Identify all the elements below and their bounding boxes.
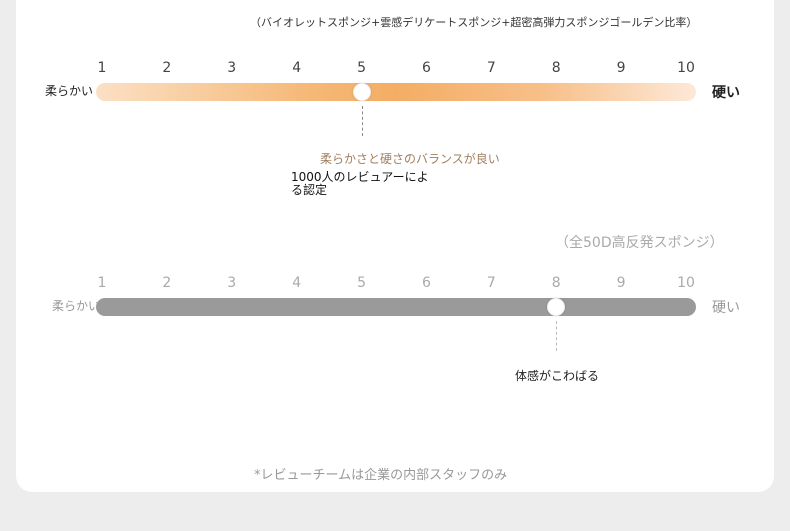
balance-caption: 柔らかさと硬さのバランスが良い (320, 152, 500, 166)
scale2-tick-5: 5 (357, 275, 367, 291)
scale1-tick-9: 9 (616, 60, 626, 76)
footnote: *レビューチームは企業の内部スタッフのみ (254, 468, 508, 483)
scale1-bar (96, 83, 696, 101)
scale2-hard-label: 硬い (712, 300, 740, 316)
scale1-tick-3: 3 (227, 60, 237, 76)
scale2-tick-8: 8 (551, 275, 561, 291)
scale2-tick-3: 3 (227, 275, 237, 291)
scale1-soft-label: 柔らかい (45, 84, 94, 98)
scale1-pointer-line (361, 106, 363, 136)
firmness-comparison-card (16, 0, 774, 492)
scale1-tick-2: 2 (162, 60, 172, 76)
scale2-tick-9: 9 (616, 275, 626, 291)
scale1-tick-10: 10 (677, 60, 695, 76)
scale1-title: （バイオレットスポンジ+雲感デリケートスポンジ+超密高弾力スポンジゴールデン比率… (250, 16, 698, 29)
scale2-tick-10: 10 (677, 275, 695, 291)
scale2-tick-2: 2 (162, 275, 172, 291)
scale2-tick-6: 6 (421, 275, 431, 291)
scale2-soft-label: 柔らかい (52, 299, 101, 313)
scale1-tick-8: 8 (551, 60, 561, 76)
scale2-tick-1: 1 (97, 275, 107, 291)
scale1-tick-6: 6 (421, 60, 431, 76)
scale1-tick-1: 1 (97, 60, 107, 76)
scale1-tick-7: 7 (486, 60, 496, 76)
scale2-tick-7: 7 (486, 275, 496, 291)
scale1-tick-4: 4 (292, 60, 302, 76)
reviewer-caption: 1000人のレビュアーによる認定 (291, 170, 429, 197)
scale1-tick-5: 5 (357, 60, 367, 76)
scale1-tick-labels: 1 2 3 4 5 6 7 8 9 10 (98, 60, 695, 78)
feel-caption: 体感がこわばる (515, 369, 600, 383)
scale1-hard-label: 硬い (712, 85, 740, 101)
scale2-pointer-line (556, 321, 558, 351)
scale2-tick-4: 4 (292, 275, 302, 291)
scale2-bar (96, 298, 696, 316)
scale1-marker (352, 83, 371, 101)
scale2-title: （全50D高反発スポンジ） (555, 235, 724, 251)
scale2-tick-labels: 1 2 3 4 5 6 7 8 9 10 (98, 275, 695, 293)
scale2-marker (547, 298, 566, 316)
